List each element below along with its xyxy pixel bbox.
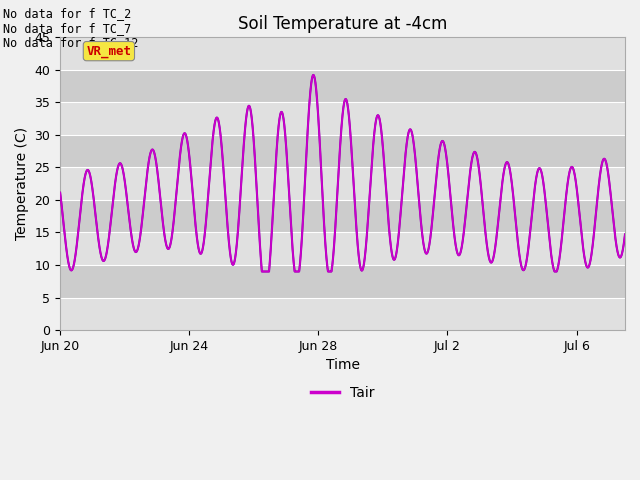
Bar (60, 232, 625, 265)
Bar (60, 70, 625, 102)
Text: VR_met: VR_met (86, 45, 131, 58)
Bar (60, 135, 625, 168)
Title: Soil Temperature at -4cm: Soil Temperature at -4cm (238, 15, 447, 33)
Bar (60, 37, 625, 70)
Bar (60, 265, 625, 298)
Text: No data for f TC_12: No data for f TC_12 (3, 36, 139, 49)
Text: No data for f TC_7: No data for f TC_7 (3, 22, 131, 35)
Bar (60, 298, 625, 330)
Bar (60, 200, 625, 232)
Bar (60, 168, 625, 200)
Legend: Tair: Tair (305, 380, 380, 405)
Bar (60, 102, 625, 135)
X-axis label: Time: Time (326, 359, 360, 372)
Y-axis label: Temperature (C): Temperature (C) (15, 127, 29, 240)
Text: No data for f TC_2: No data for f TC_2 (3, 7, 131, 20)
